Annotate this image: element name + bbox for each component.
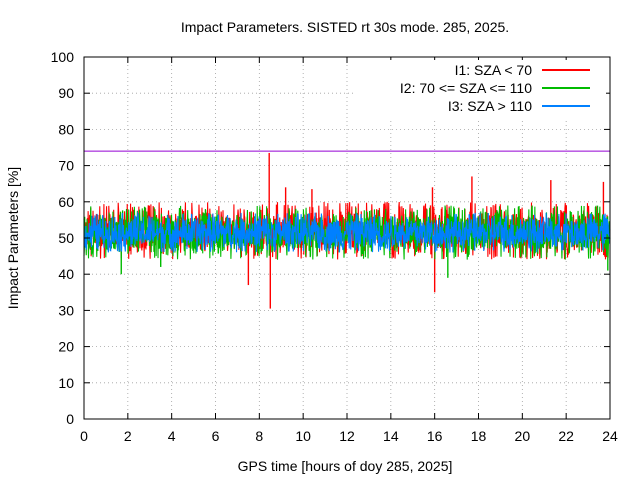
- chart-title: Impact Parameters. SISTED rt 30s mode. 2…: [181, 19, 509, 35]
- y-tick-label: 90: [58, 85, 74, 101]
- y-tick-label: 60: [58, 194, 74, 210]
- legend: I1: SZA < 70 I2: 70 <= SZA <= 110 I3: SZ…: [356, 60, 606, 120]
- series-line-i3: [83, 211, 611, 253]
- legend-label-i1: I1: SZA < 70: [455, 62, 533, 78]
- legend-label-i2: I2: 70 <= SZA <= 110: [400, 80, 532, 96]
- y-tick-label: 80: [58, 121, 74, 137]
- y-tick-label: 10: [58, 375, 74, 391]
- legend-label-i3: I3: SZA > 110: [448, 98, 532, 114]
- x-tick-label: 4: [168, 428, 176, 444]
- x-tick-label: 10: [295, 428, 311, 444]
- x-tick-label: 18: [471, 428, 487, 444]
- x-axis-title: GPS time [hours of doy 285, 2025]: [238, 458, 453, 474]
- x-tick-label: 12: [339, 428, 355, 444]
- y-tick-label: 20: [58, 339, 74, 355]
- y-tick-label: 50: [58, 230, 74, 246]
- x-tick-label: 14: [383, 428, 399, 444]
- x-tick-label: 6: [212, 428, 220, 444]
- series-layer: [83, 152, 611, 309]
- x-tick-label: 24: [602, 428, 618, 444]
- x-tick-label: 22: [558, 428, 574, 444]
- y-tick-label: 30: [58, 302, 74, 318]
- axis-ticks: 0 2 4 6 8 10 12 14 16 18 20 22 240102030405060708090…: [51, 49, 618, 444]
- y-axis-title: Impact Parameters [%]: [5, 167, 21, 309]
- x-tick-label: 20: [515, 428, 531, 444]
- x-tick-label: 2: [124, 428, 132, 444]
- y-tick-label: 100: [51, 49, 75, 65]
- y-tick-label: 0: [66, 411, 74, 427]
- y-tick-label: 70: [58, 158, 74, 174]
- x-tick-label: 0: [80, 428, 88, 444]
- x-tick-label: 16: [427, 428, 443, 444]
- y-tick-label: 40: [58, 266, 74, 282]
- x-tick-label: 8: [255, 428, 263, 444]
